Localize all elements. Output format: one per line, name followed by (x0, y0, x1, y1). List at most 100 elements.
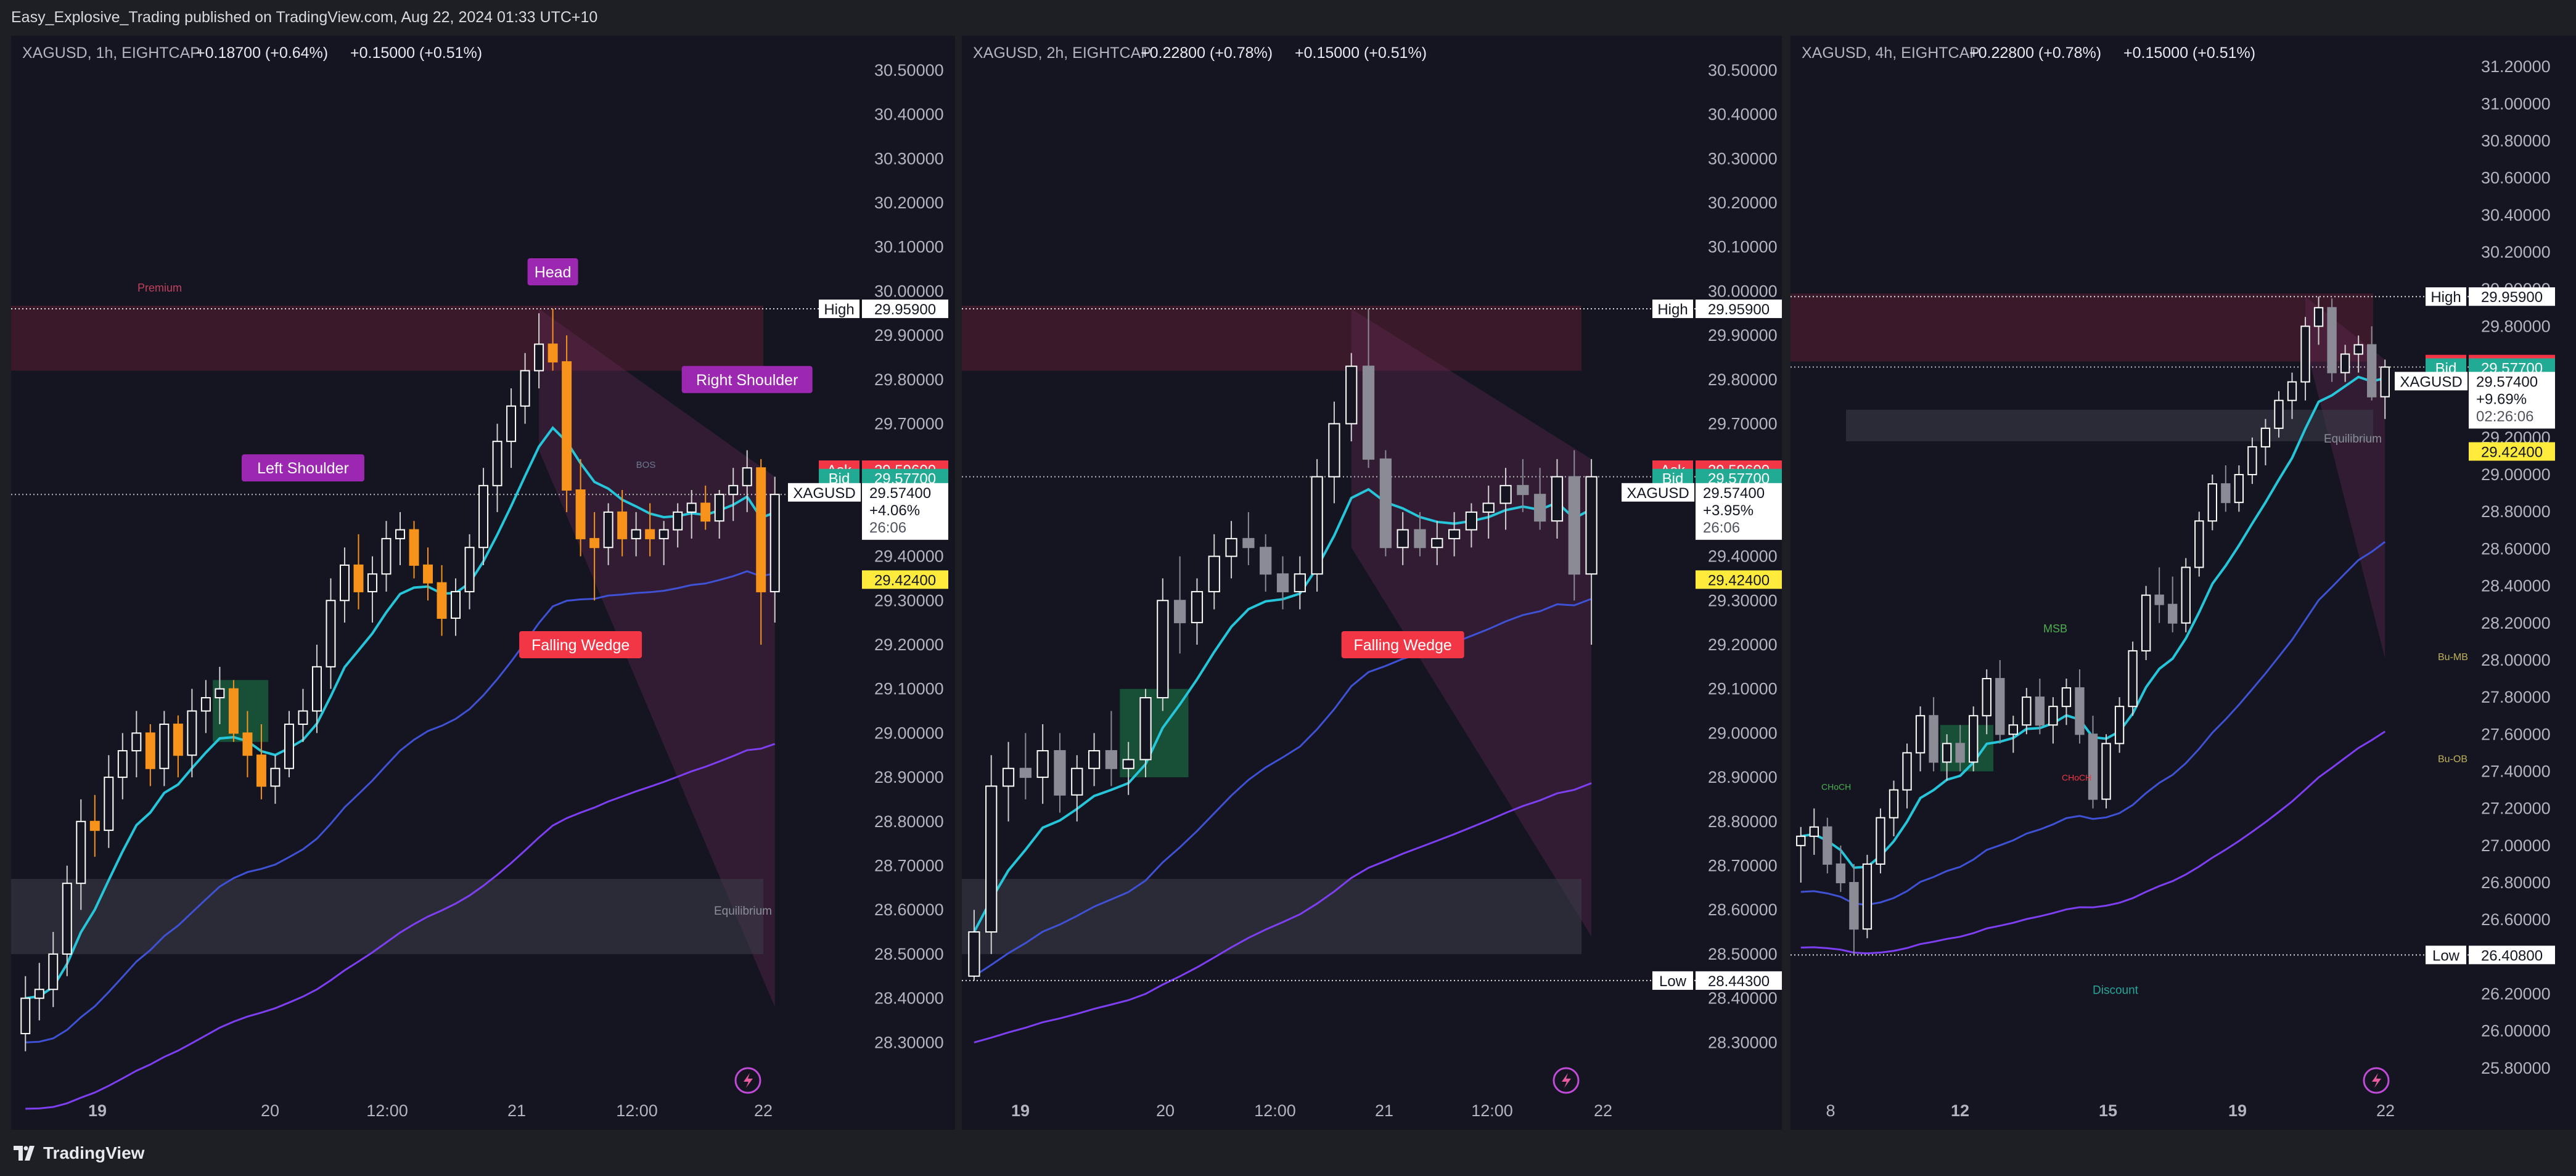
candle-body (617, 511, 628, 539)
candle-body (1465, 511, 1478, 531)
x-axis-tick-label: 22 (754, 1101, 773, 1120)
candle-body (673, 511, 683, 531)
candle-body (1836, 863, 1846, 884)
chart-svg-1h[interactable]: 30.50000 30.40000 30.30000 30.20000 30.10000… (11, 36, 955, 1130)
candle-body (187, 710, 197, 756)
x-axis-tick-label: 19 (1011, 1101, 1030, 1120)
low-price-value-bg (1696, 971, 1782, 990)
equilibrium-label: Equilibrium (2324, 433, 2382, 446)
y-axis-tick-label: 26.80000 (2481, 873, 2551, 892)
lightning-bolt (1562, 1073, 1571, 1088)
ema-slowest-line (25, 743, 776, 1110)
candle-body (1328, 423, 1340, 478)
candle-body (1122, 759, 1134, 769)
legend-change-2: +0.15000 (+0.51%) (350, 44, 482, 62)
footer-bar: TradingView (0, 1133, 2576, 1176)
candle-body (2353, 344, 2363, 355)
premium-label: Premium (137, 282, 182, 294)
chart-panel-2h[interactable]: 30.50000 30.40000 30.30000 30.20000 30.10000… (962, 36, 1782, 1130)
candle-body (548, 343, 558, 363)
legend-symbol: XAGUSD, 2h, EIGHTCAP (973, 44, 1151, 62)
low-price-label-bg (1652, 971, 1693, 990)
right-shoulder-label: Right Shoulder (696, 372, 798, 389)
candle-body (2168, 603, 2178, 624)
y-axis-tick-label: 29.30000 (874, 591, 944, 610)
candle-body (2075, 687, 2085, 735)
premium-zone (11, 306, 763, 371)
candle-body (506, 405, 517, 443)
y-axis-tick-label: 30.40000 (2481, 206, 2551, 224)
candle-body (20, 997, 31, 1034)
symbol-change: +4.06% (869, 502, 920, 519)
candle-body (339, 564, 350, 602)
chart-panel-4h[interactable]: 31.20000 31.00000 30.80000 30.60000 30.40000… (1790, 36, 2576, 1130)
candle-body (2181, 566, 2191, 624)
candle-body (1902, 752, 1912, 791)
candle-body (284, 724, 294, 769)
tradingview-logo-icon (14, 1146, 35, 1161)
choch-mid-label: CHoCH (2062, 773, 2091, 783)
candle-body (968, 931, 980, 977)
candle-body (326, 600, 336, 668)
x-axis-tick-label: 19 (88, 1101, 107, 1120)
x-axis-tick-label: 12:00 (616, 1101, 658, 1120)
candle-body (2247, 446, 2257, 476)
chart-panel-1h[interactable]: 30.50000 30.40000 30.30000 30.20000 30.10000… (11, 36, 955, 1130)
lightning-icon (734, 1067, 761, 1094)
equilibrium-zone (1846, 409, 2373, 441)
high-price-value: 29.95900 (874, 301, 936, 318)
plot-background (962, 36, 1782, 1130)
y-axis-tick-label: 31.00000 (2481, 94, 2551, 113)
falling-wedge-label: Falling Wedge (1353, 637, 1451, 654)
candle-body (1889, 789, 1899, 819)
y-axis-tick-label: 28.40000 (1708, 989, 1778, 1008)
y-axis-tick-label: 29.10000 (1708, 680, 1778, 698)
y-axis-tick-label: 28.40000 (874, 989, 944, 1008)
y-axis-tick-label: 28.60000 (1708, 900, 1778, 919)
right-shoulder-label-bg (681, 365, 813, 393)
candle-body (520, 370, 530, 407)
symbol-value: 29.57400 (2476, 374, 2538, 390)
x-axis-tick-label: 8 (1826, 1101, 1835, 1120)
candle-body (985, 785, 998, 933)
candle-body (1242, 537, 1255, 549)
symbol-value-bg (862, 483, 948, 540)
y-axis-tick-label: 29.80000 (874, 370, 944, 389)
candle-body (1499, 484, 1512, 504)
candle-body (1929, 715, 1938, 763)
last-price-bg (862, 570, 948, 589)
low-price-value: 26.40800 (2481, 947, 2543, 964)
y-axis-tick-label: 28.50000 (1708, 945, 1778, 963)
plot-background (11, 36, 955, 1130)
legend-change-2: +0.15000 (+0.51%) (2123, 44, 2255, 62)
candle-body (492, 441, 502, 486)
y-axis-tick-label: 30.00000 (1708, 282, 1778, 300)
y-axis-tick-label: 29.00000 (1708, 724, 1778, 742)
footer-brand[interactable]: TradingView (14, 1143, 144, 1164)
y-axis-tick-label: 28.20000 (2481, 614, 2551, 632)
y-axis-tick-label: 26.20000 (2481, 985, 2551, 1003)
y-axis-tick-label: 30.00000 (874, 282, 944, 300)
candle-body (1071, 767, 1083, 796)
candle-body (381, 537, 392, 575)
candle-body (1157, 600, 1169, 699)
y-axis-tick-label: 27.40000 (2481, 762, 2551, 780)
ema-slow-line (974, 598, 1592, 977)
candle-body (575, 489, 586, 539)
candle-body (228, 688, 239, 734)
candle-body (2327, 307, 2337, 374)
candle-body (173, 724, 183, 756)
candle-body (2061, 687, 2072, 708)
premium-zone (1790, 293, 2373, 362)
head-label: Head (535, 264, 572, 281)
y-axis-tick-label: 29.90000 (874, 326, 944, 345)
chart-svg-2h[interactable]: 30.50000 30.40000 30.30000 30.20000 30.10000… (962, 36, 1782, 1130)
symbol-label-bg (1622, 483, 1694, 502)
symbol-label-bg (788, 483, 861, 502)
last-price-bg (1696, 570, 1782, 589)
y-axis-tick-label: 28.90000 (874, 768, 944, 786)
y-axis-tick-label: 29.20000 (874, 635, 944, 654)
chart-svg-4h[interactable]: 31.20000 31.00000 30.80000 30.60000 30.40000… (1790, 36, 2576, 1130)
candle-body (215, 688, 225, 699)
candle-body (409, 529, 419, 566)
